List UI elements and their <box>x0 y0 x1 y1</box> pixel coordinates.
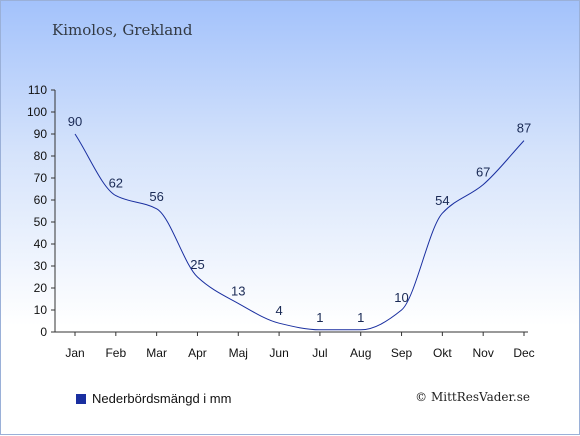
chart-location-title: Kimolos, Grekland <box>52 21 193 39</box>
y-tick-label: 70 <box>34 171 48 185</box>
x-tick-label: Aug <box>350 346 371 360</box>
x-tick-label: Apr <box>188 346 207 360</box>
legend-swatch <box>76 393 86 404</box>
data-label: 1 <box>357 310 364 325</box>
x-tick-label: Sep <box>391 346 413 360</box>
data-label: 25 <box>190 257 204 272</box>
y-tick-label: 80 <box>34 149 48 163</box>
y-tick-labels: 0 10 20 30 40 50 60 70 80 90 100 110 <box>27 83 47 339</box>
data-label: 54 <box>435 193 449 208</box>
y-tick-label: 60 <box>34 193 48 207</box>
y-tick-label: 40 <box>34 237 48 251</box>
data-label: 10 <box>394 290 408 305</box>
data-label: 90 <box>68 114 82 129</box>
x-tick-label: Jan <box>65 346 84 360</box>
x-tick-label: Jul <box>312 346 327 360</box>
data-label: 1 <box>316 310 323 325</box>
chart-axes <box>51 89 528 336</box>
legend-label: Nederbördsmängd i mm <box>92 391 232 406</box>
data-label: 62 <box>109 176 123 191</box>
x-tick-label: Jun <box>269 346 288 360</box>
data-label: 4 <box>275 303 282 318</box>
x-tick-label: Mar <box>146 346 167 360</box>
x-tick-label: Dec <box>513 346 534 360</box>
y-tick-label: 90 <box>34 127 48 141</box>
y-tick-label: 20 <box>34 281 48 295</box>
y-tick-label: 110 <box>28 83 47 97</box>
chart-legend: Nederbördsmängd i mm <box>76 391 231 406</box>
x-tick-label: Okt <box>433 346 452 360</box>
chart-series <box>74 133 525 331</box>
y-tick-label: 50 <box>34 215 48 229</box>
x-tick-label: Nov <box>473 346 494 360</box>
y-tick-label: 100 <box>27 105 47 119</box>
data-labels: 90 62 56 25 13 4 1 1 10 54 67 87 <box>68 114 531 325</box>
data-label: 13 <box>231 283 245 298</box>
data-label: 87 <box>517 121 531 136</box>
data-label: 56 <box>149 189 163 204</box>
x-tick-labels: Jan Feb Mar Apr Maj Jun Jul Aug Sep Okt Nov Dec <box>65 346 534 360</box>
copyright-text: © MittResVader.se <box>415 390 530 404</box>
y-tick-label: 30 <box>34 259 48 273</box>
y-tick-label: 10 <box>34 303 48 317</box>
y-tick-label: 0 <box>40 325 47 339</box>
precipitation-line <box>74 133 525 331</box>
x-tick-label: Maj <box>229 346 248 360</box>
data-label: 67 <box>476 165 490 180</box>
x-tick-label: Feb <box>105 346 126 360</box>
